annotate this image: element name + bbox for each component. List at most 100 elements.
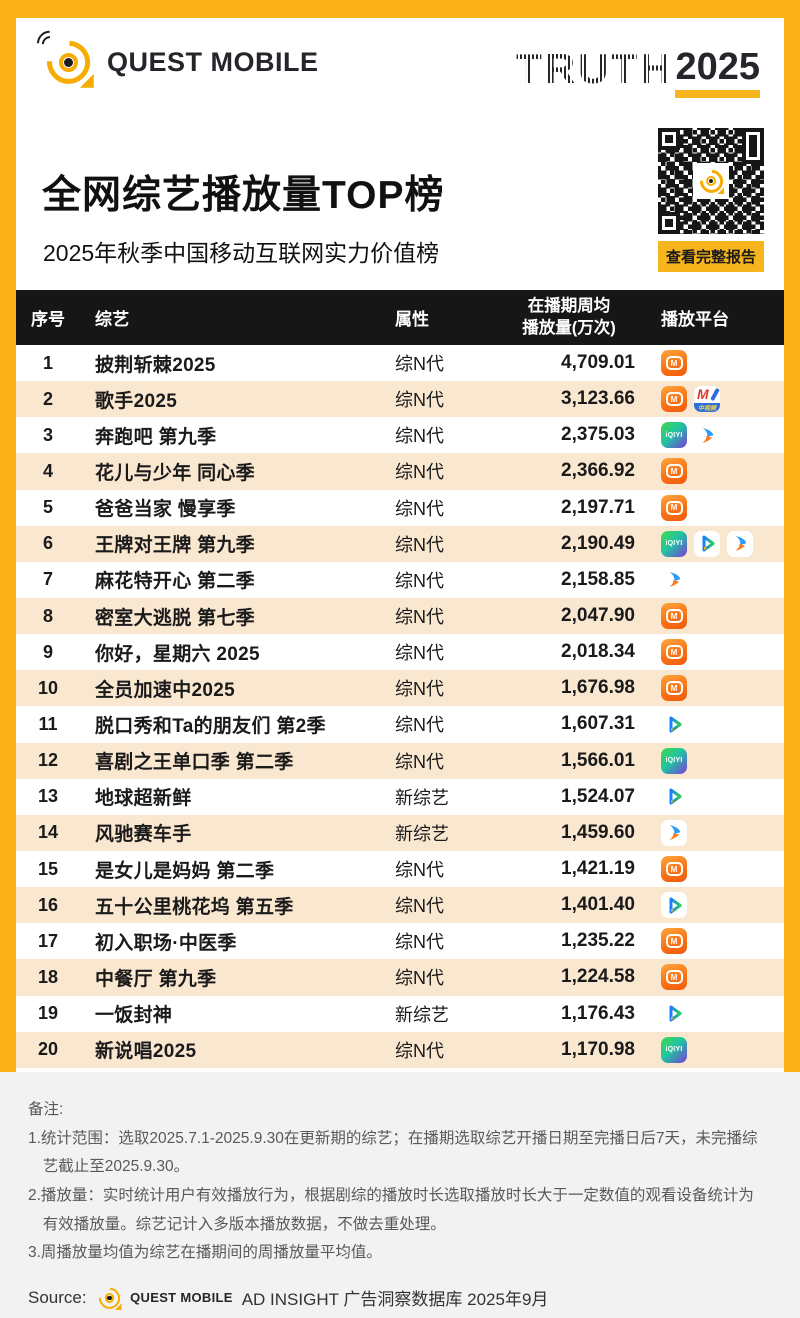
row-play-value: 1,459.60 bbox=[561, 821, 635, 843]
mgtv-icon: M bbox=[661, 964, 687, 991]
row-platforms: M bbox=[643, 458, 784, 485]
mgtv-icon: M bbox=[661, 458, 687, 485]
row-platforms bbox=[643, 783, 784, 810]
row-show-title: 初入职场·中医季 bbox=[95, 932, 237, 954]
row-show-title: 奔跑吧 第九季 bbox=[95, 426, 217, 448]
tencent-icon bbox=[661, 783, 687, 810]
header-attr: 属性 bbox=[395, 310, 429, 329]
table-row: 7 麻花特开心 第二季 综N代 2,158.85 bbox=[16, 561, 784, 598]
row-play-value: 1,421.19 bbox=[561, 858, 635, 880]
note-item: 3.周播放量均值为综艺在播期间的周播放量平均值。 bbox=[28, 1244, 382, 1262]
row-rank: 16 bbox=[37, 894, 59, 915]
source-brand: QUEST MOBILE bbox=[130, 1290, 233, 1306]
row-rank: 14 bbox=[37, 822, 59, 843]
row-attribute: 综N代 bbox=[395, 896, 444, 917]
row-show-title: 新说唱2025 bbox=[95, 1041, 197, 1063]
row-show-title: 歌手2025 bbox=[95, 390, 178, 412]
questmobile-logo-small-icon bbox=[94, 1283, 124, 1313]
row-attribute: 综N代 bbox=[395, 607, 444, 628]
row-platforms: M bbox=[643, 928, 784, 955]
row-attribute: 综N代 bbox=[395, 426, 444, 447]
row-show-title: 是女儿是妈妈 第二季 bbox=[95, 860, 275, 882]
row-attribute: 综N代 bbox=[395, 679, 444, 700]
row-rank: 12 bbox=[37, 750, 59, 771]
table-row: 14 风驰赛车手 新综艺 1,459.60 bbox=[16, 814, 784, 851]
row-attribute: 综N代 bbox=[395, 860, 444, 881]
truth-wordmark: TRUTH bbox=[516, 45, 674, 92]
mgtv-icon: M bbox=[661, 856, 687, 883]
row-platforms: M bbox=[643, 964, 784, 991]
table-row: 20 新说唱2025 综N代 1,170.98 iQIYI bbox=[16, 1031, 784, 1068]
row-show-title: 风驰赛车手 bbox=[95, 824, 192, 846]
zhongshipin-icon: M 中视频 bbox=[694, 386, 720, 413]
row-rank: 4 bbox=[42, 460, 53, 481]
note-item: 2.播放量：实时统计用户有效播放行为，根据剧综的播放时长选取播放时长大于一定数值… bbox=[28, 1187, 754, 1233]
row-platforms bbox=[643, 1000, 784, 1027]
row-rank: 19 bbox=[37, 1003, 59, 1024]
row-platforms bbox=[643, 892, 784, 919]
row-show-title: 脱口秀和Ta的朋友们 第2季 bbox=[95, 715, 326, 737]
truth-year: 2025 bbox=[675, 48, 760, 98]
row-attribute: 综N代 bbox=[395, 715, 444, 736]
youku-icon bbox=[727, 530, 753, 557]
row-play-value: 1,524.07 bbox=[561, 785, 635, 807]
row-platforms bbox=[643, 819, 784, 846]
row-attribute: 综N代 bbox=[395, 643, 444, 664]
row-platforms: M bbox=[643, 675, 784, 702]
row-platforms bbox=[643, 566, 784, 593]
row-show-title: 喜剧之王单口季 第二季 bbox=[95, 752, 294, 774]
row-platforms: iQIYI bbox=[643, 422, 784, 449]
row-play-value: 2,375.03 bbox=[561, 424, 635, 446]
table-row: 13 地球超新鲜 新综艺 1,524.07 bbox=[16, 778, 784, 815]
table-row: 9 你好，星期六 2025 综N代 2,018.34 M bbox=[16, 634, 784, 671]
row-rank: 7 bbox=[42, 569, 53, 590]
iqiyi-icon: iQIYI bbox=[661, 422, 687, 449]
row-rank: 10 bbox=[37, 677, 59, 698]
row-show-title: 花儿与少年 同心季 bbox=[95, 462, 255, 484]
row-rank: 9 bbox=[42, 641, 53, 662]
tencent-icon bbox=[661, 1000, 687, 1027]
row-attribute: 综N代 bbox=[395, 390, 444, 411]
tencent-icon bbox=[661, 892, 687, 919]
row-platforms: M bbox=[643, 639, 784, 666]
table-row: 2 歌手2025 综N代 3,123.66 M M 中视频 bbox=[16, 381, 784, 418]
row-play-value: 1,176.43 bbox=[561, 1002, 635, 1024]
page-subtitle: 2025年秋季中国移动互联网实力价值榜 bbox=[43, 240, 440, 266]
questmobile-logo-icon bbox=[32, 26, 99, 93]
notes: 备注: 1.统计范围：选取2025.7.1-2025.9.30在更新期的综艺；在… bbox=[0, 1072, 800, 1268]
table-row: 17 初入职场·中医季 综N代 1,235.22 M bbox=[16, 923, 784, 960]
row-show-title: 王牌对王牌 第九季 bbox=[95, 535, 255, 557]
row-show-title: 五十公里桃花坞 第五季 bbox=[95, 896, 294, 918]
mgtv-icon: M bbox=[661, 494, 687, 521]
table-row: 3 奔跑吧 第九季 综N代 2,375.03 iQIYI bbox=[16, 417, 784, 454]
table-header-row: 序号 综艺 属性 在播期周均 播放量(万次) 播放平台 bbox=[16, 290, 784, 345]
row-rank: 11 bbox=[38, 713, 58, 734]
mgtv-icon: M bbox=[661, 928, 687, 955]
table-row: 1 披荆斩棘2025 综N代 4,709.01 M bbox=[16, 345, 784, 382]
table-row: 16 五十公里桃花坞 第五季 综N代 1,401.40 bbox=[16, 887, 784, 924]
row-attribute: 综N代 bbox=[395, 932, 444, 953]
row-rank: 20 bbox=[37, 1039, 59, 1060]
mgtv-icon: M bbox=[661, 675, 687, 702]
table-row: 19 一饭封神 新综艺 1,176.43 bbox=[16, 995, 784, 1032]
header-value: 在播期周均 播放量(万次) bbox=[522, 297, 616, 337]
table-row: 4 花儿与少年 同心季 综N代 2,366.92 M bbox=[16, 453, 784, 490]
row-show-title: 爸爸当家 慢享季 bbox=[95, 499, 236, 521]
table-row: 6 王牌对王牌 第九季 综N代 2,190.49 iQIYI bbox=[16, 525, 784, 562]
view-report-button[interactable]: 查看完整报告 bbox=[658, 241, 764, 272]
row-play-value: 3,123.66 bbox=[561, 388, 635, 410]
row-show-title: 你好，星期六 2025 bbox=[95, 643, 260, 665]
table-row: 5 爸爸当家 慢享季 综N代 2,197.71 M bbox=[16, 489, 784, 526]
row-play-value: 2,366.92 bbox=[561, 460, 635, 482]
qr-block: 查看完整报告 bbox=[658, 128, 764, 272]
row-rank: 6 bbox=[42, 533, 53, 554]
note-item: 1.统计范围：选取2025.7.1-2025.9.30在更新期的综艺；在播期选取… bbox=[28, 1129, 758, 1176]
row-show-title: 一饭封神 bbox=[95, 1005, 173, 1027]
row-platforms: iQIYI bbox=[643, 1036, 784, 1063]
row-attribute: 新综艺 bbox=[395, 823, 449, 844]
row-platforms: M bbox=[643, 856, 784, 883]
row-rank: 13 bbox=[37, 786, 59, 807]
youku-icon bbox=[694, 422, 720, 449]
source-text: AD INSIGHT 广告洞察数据库 2025年9月 bbox=[241, 1290, 549, 1310]
row-rank: 3 bbox=[42, 424, 53, 445]
